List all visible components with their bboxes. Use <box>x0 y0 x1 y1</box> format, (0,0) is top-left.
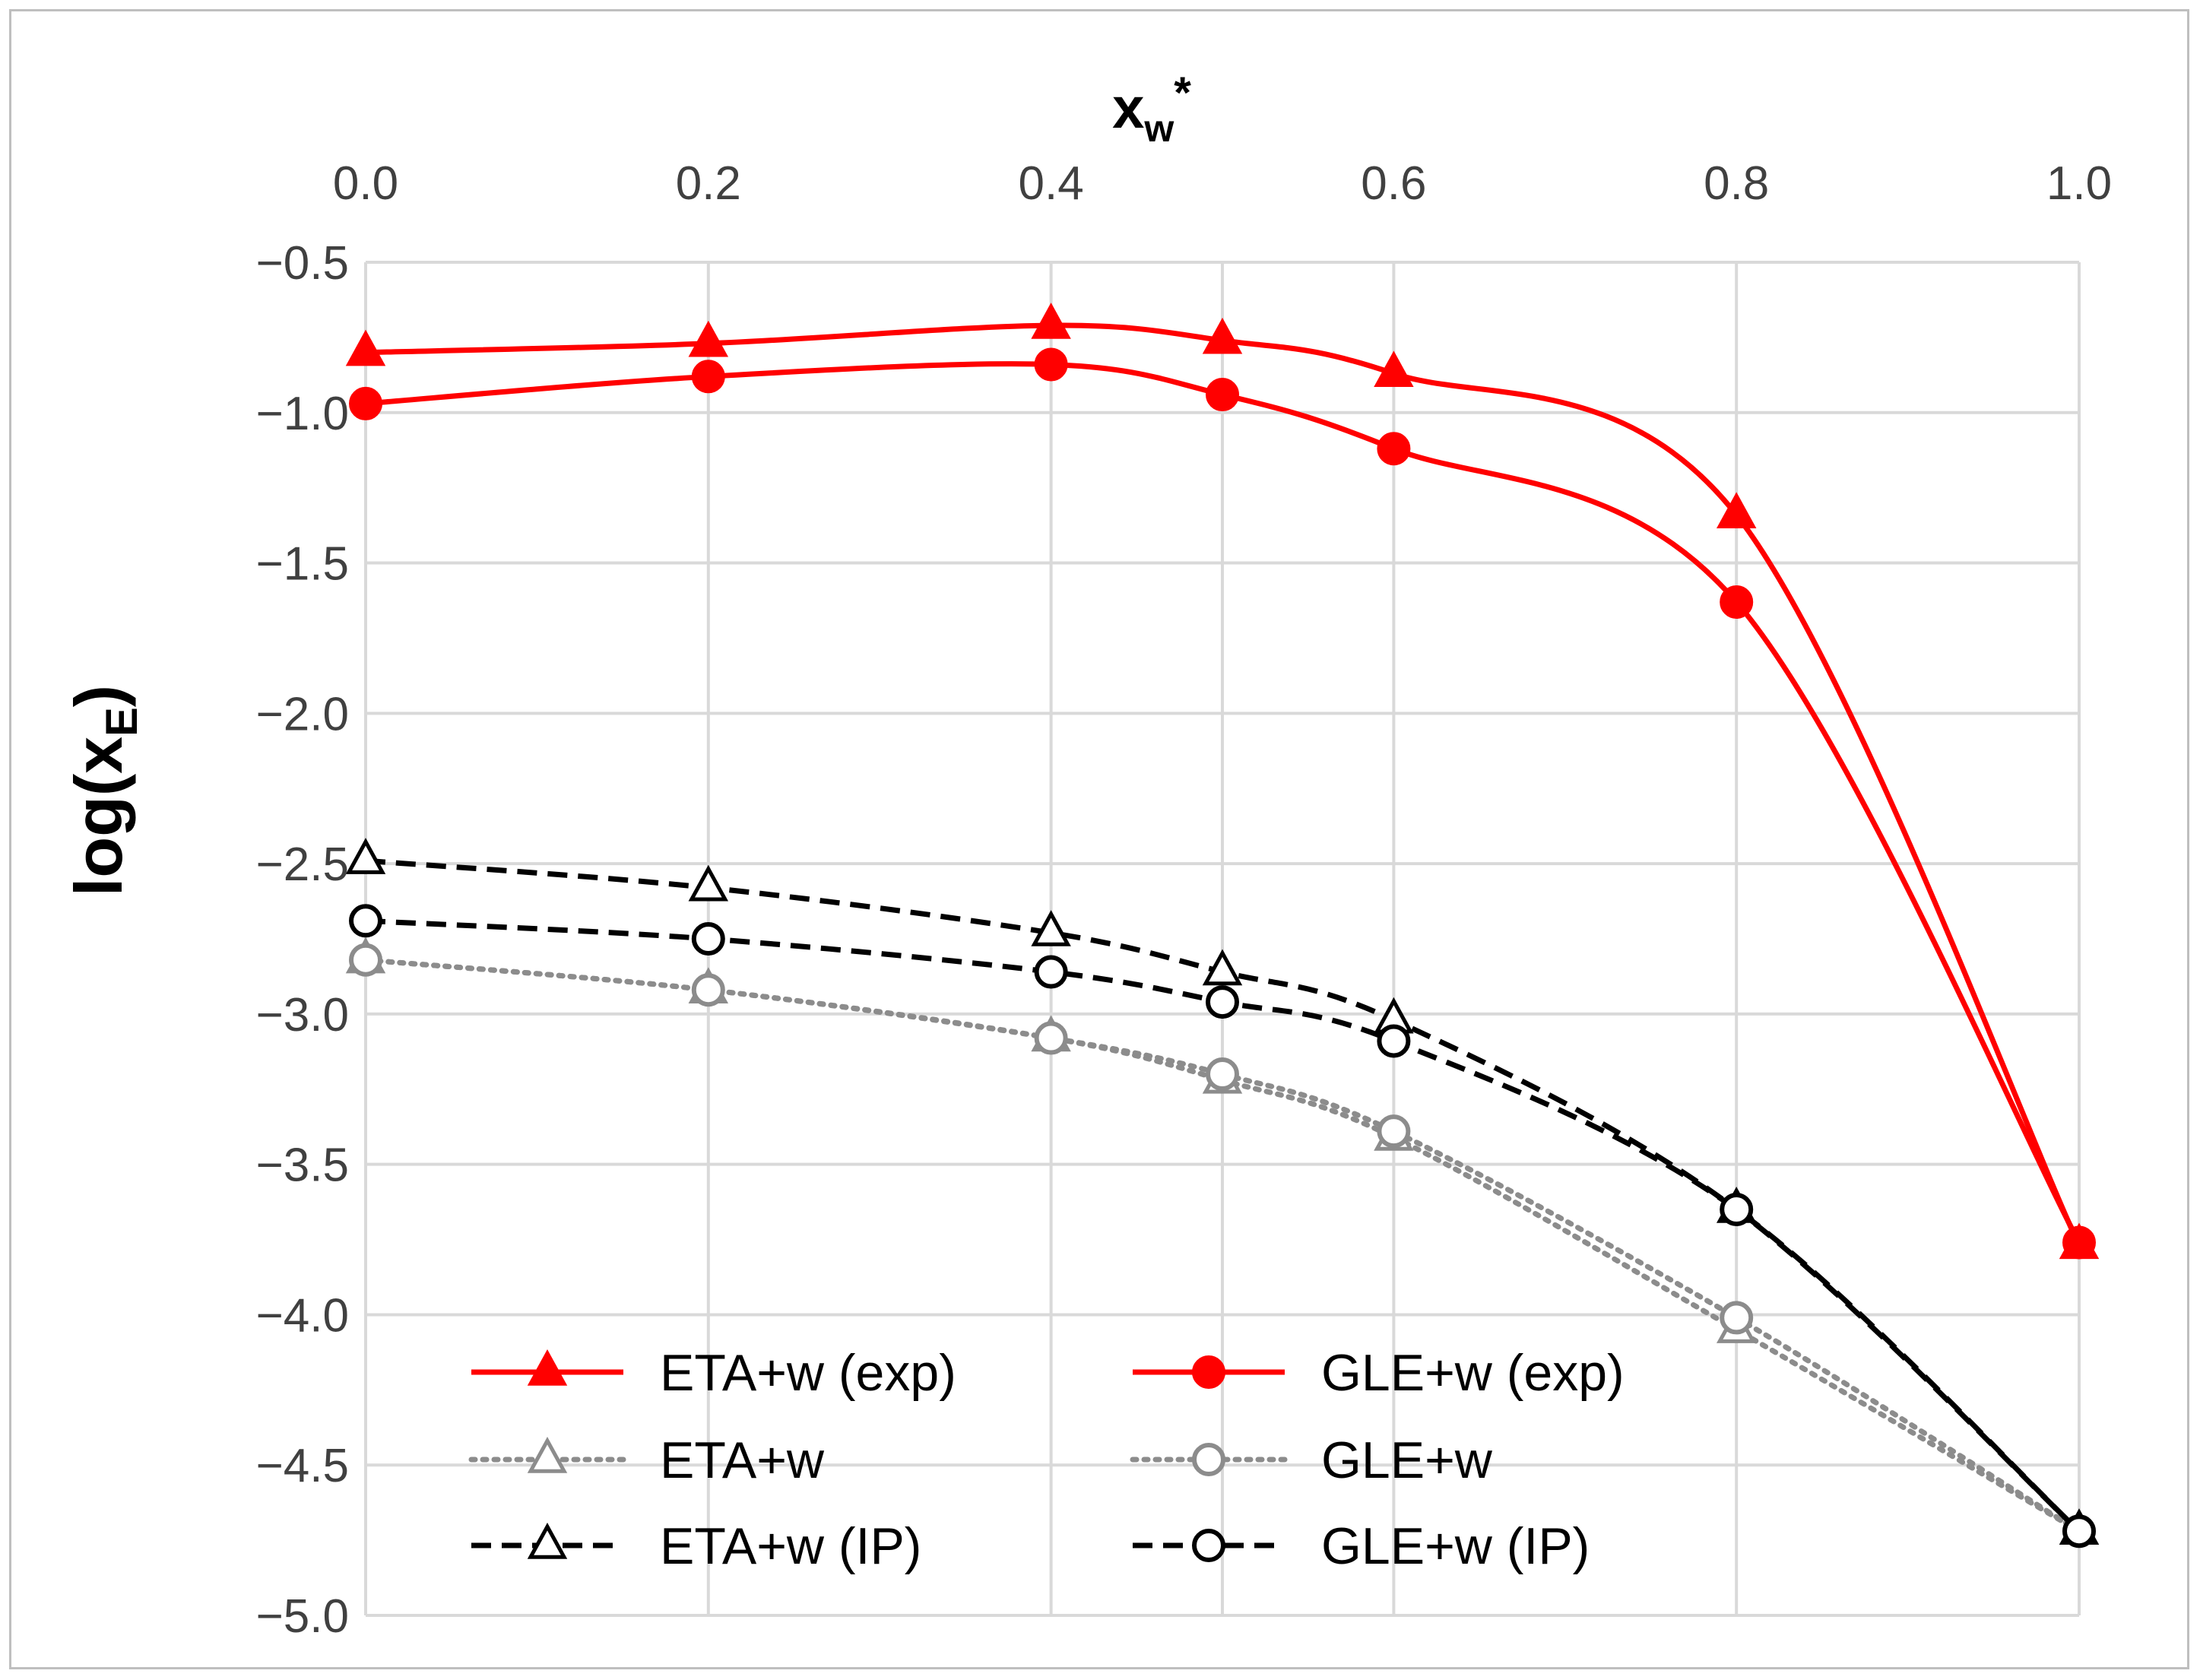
data-point <box>1720 1193 1754 1226</box>
y-tick-label: −1.5 <box>256 538 349 591</box>
x-tick-label: 0.0 <box>333 157 398 210</box>
y-axis-title: log(xE) <box>61 685 147 896</box>
data-point <box>691 360 725 394</box>
data-point <box>2062 1514 2096 1548</box>
x-tick-label: 0.6 <box>1361 157 1426 210</box>
data-point <box>1202 949 1243 986</box>
x-axis-title: xw* <box>1112 68 1191 150</box>
legend-label: ETA+w (IP) <box>660 1517 921 1575</box>
data-point <box>688 320 729 357</box>
y-tick-label: −3.0 <box>256 989 349 1041</box>
chart-frame <box>9 9 2189 1669</box>
y-tick-label: −2.0 <box>256 688 349 740</box>
legend-swatch-marker <box>1192 1355 1225 1389</box>
data-point <box>1031 910 1071 946</box>
data-point <box>1206 1057 1239 1091</box>
series-gle-w-ip <box>349 904 2096 1548</box>
data-point <box>1716 492 1757 528</box>
data-point <box>1034 347 1068 382</box>
legend-item: GLE+w (IP) <box>1133 1517 1590 1575</box>
series-layer <box>345 303 2100 1548</box>
data-point <box>1031 303 1071 339</box>
x-tick-label: 0.2 <box>676 157 741 210</box>
x-tick-label: 0.8 <box>1704 157 1769 210</box>
legend-label: ETA+w <box>660 1431 825 1489</box>
legend: ETA+w (exp) GLE+w (exp) ETA+w GLE+w ETA+w (I… <box>468 1344 1625 1575</box>
data-point <box>1377 432 1411 466</box>
x-tick-label: 0.4 <box>1018 157 1083 210</box>
data-point <box>349 904 382 938</box>
legend-swatch-marker <box>1192 1529 1225 1562</box>
grid-lines <box>364 261 2081 1617</box>
series-gle-w-exp <box>349 347 2096 1260</box>
legend-label: ETA+w (exp) <box>660 1344 956 1402</box>
data-point <box>345 838 386 874</box>
y-tick-label: −2.5 <box>256 838 349 891</box>
data-point <box>1206 985 1239 1019</box>
legend-item: GLE+w <box>1130 1431 1493 1489</box>
legend-label: GLE+w (IP) <box>1321 1517 1590 1575</box>
y-axis-title-main: log(x <box>61 737 136 896</box>
x-tick-label: 1.0 <box>2046 157 2112 210</box>
data-point <box>1034 1021 1068 1055</box>
legend-swatch-marker <box>527 1523 568 1559</box>
y-tick-label: −1.0 <box>256 388 349 440</box>
data-point <box>691 973 725 1007</box>
y-tick-label: −4.0 <box>256 1289 349 1342</box>
data-point <box>345 329 386 366</box>
data-point <box>1377 1024 1411 1058</box>
y-tick-label: −3.5 <box>256 1140 349 1192</box>
data-point <box>2062 1225 2096 1260</box>
y-tick-label: −0.5 <box>256 237 349 290</box>
data-point <box>1202 317 1243 354</box>
data-point <box>1720 585 1754 619</box>
y-tick-label: −5.0 <box>256 1590 349 1643</box>
legend-label: GLE+w (exp) <box>1321 1344 1625 1402</box>
y-axis-title-sub: E <box>97 707 147 737</box>
x-axis-title-sup: * <box>1174 68 1191 118</box>
y-axis-title-close: ) <box>61 685 136 707</box>
data-point <box>691 922 725 956</box>
data-point <box>349 943 382 977</box>
legend-item: GLE+w (exp) <box>1133 1344 1625 1402</box>
x-axis-title-main: x <box>1112 76 1144 141</box>
legend-swatch-marker <box>527 1349 568 1386</box>
data-point <box>1374 350 1414 388</box>
legend-swatch-marker <box>527 1437 568 1473</box>
data-point <box>688 864 729 902</box>
legend-item: ETA+w (IP) <box>471 1517 921 1575</box>
data-point <box>1377 1114 1411 1149</box>
legend-swatch-marker <box>1192 1443 1225 1476</box>
x-axis-title-sub: w <box>1143 107 1174 150</box>
y-tick-label: −4.5 <box>256 1440 349 1492</box>
data-point <box>349 386 382 420</box>
data-point <box>1720 1301 1754 1335</box>
tick-labels: −0.5 −1.0 −1.5 −2.0 −2.5 −3.0 −3.5 −4.0 −4.5 −5.0… <box>256 157 2113 1643</box>
data-point <box>1034 955 1068 989</box>
legend-item: ETA+w <box>468 1431 825 1489</box>
data-point <box>1206 378 1239 412</box>
legend-label: GLE+w <box>1321 1431 1493 1489</box>
legend-item: ETA+w (exp) <box>471 1344 956 1402</box>
